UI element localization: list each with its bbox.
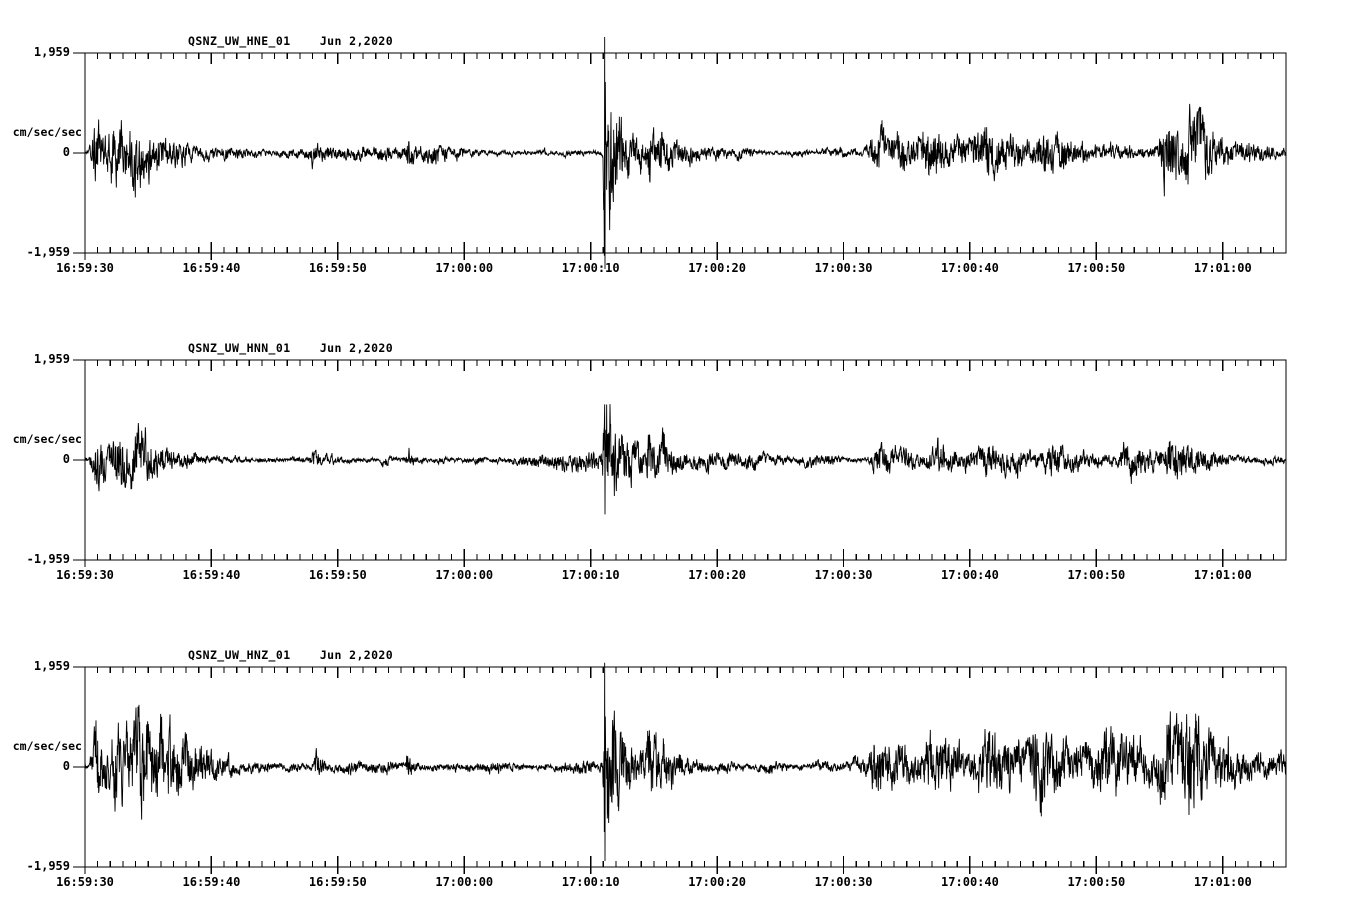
plot-area — [73, 36, 1287, 270]
panel-title: QSNZ_UW_HNZ_01 Jun 2,2020 — [188, 648, 394, 662]
y-axis-units-label: cm/sec/sec — [12, 125, 82, 139]
x-axis-tick-label: 17:00:00 — [435, 261, 494, 275]
x-axis-tick-label: 17:00:20 — [688, 261, 746, 275]
y-axis-zero-label: 0 — [62, 452, 70, 466]
y-axis-max-label: 1,959 — [33, 45, 70, 59]
waveform-trace — [84, 404, 1287, 515]
x-axis-tick-label: 17:01:00 — [1193, 568, 1252, 582]
x-axis-tick-label: 17:00:00 — [435, 568, 494, 582]
x-axis-tick-label: 16:59:40 — [182, 568, 241, 582]
x-axis-tick-label: 17:00:50 — [1067, 568, 1126, 582]
y-axis-max-label: 1,959 — [33, 659, 70, 673]
waveform-trace — [84, 36, 1287, 270]
y-axis-zero-label: 0 — [62, 145, 70, 159]
y-axis-units-label: cm/sec/sec — [12, 739, 82, 753]
x-axis-tick-label: 16:59:40 — [182, 261, 241, 275]
x-axis-tick-label: 17:00:40 — [941, 261, 999, 275]
x-axis-tick-label: 17:00:30 — [814, 261, 873, 275]
y-axis-units-label: cm/sec/sec — [12, 432, 82, 446]
y-axis-min-label: -1,959 — [26, 245, 70, 259]
x-axis-tick-label: 17:00:30 — [814, 568, 873, 582]
axis-ticks — [73, 359, 1274, 567]
x-axis-tick-label: 16:59:30 — [56, 261, 114, 275]
x-axis-tick-label: 17:01:00 — [1193, 261, 1252, 275]
waveform-trace — [84, 662, 1287, 862]
y-axis-max-label: 1,959 — [33, 352, 70, 366]
panel-title: QSNZ_UW_HNE_01 Jun 2,2020 — [188, 34, 394, 48]
x-axis-tick-label: 16:59:30 — [56, 875, 114, 889]
x-axis-tick-label: 17:01:00 — [1193, 875, 1252, 889]
x-axis-tick-label: 17:00:10 — [561, 568, 620, 582]
x-axis-tick-label: 16:59:50 — [308, 875, 367, 889]
plot-area — [73, 662, 1287, 874]
y-axis-zero-label: 0 — [62, 759, 70, 773]
x-axis-tick-label: 17:00:10 — [561, 875, 620, 889]
x-axis-tick-label: 17:00:40 — [941, 568, 999, 582]
y-axis-min-label: -1,959 — [26, 552, 70, 566]
x-axis-tick-label: 16:59:50 — [308, 568, 367, 582]
x-axis-tick-label: 16:59:50 — [308, 261, 367, 275]
axis-ticks — [73, 666, 1274, 874]
x-axis-tick-label: 17:00:30 — [814, 875, 873, 889]
x-axis-tick-label: 16:59:30 — [56, 568, 114, 582]
x-axis-tick-label: 16:59:40 — [182, 875, 241, 889]
x-axis-tick-label: 17:00:20 — [688, 875, 746, 889]
panel-title: QSNZ_UW_HNN_01 Jun 2,2020 — [188, 341, 394, 355]
axis-ticks — [73, 52, 1274, 260]
x-axis-tick-label: 17:00:20 — [688, 568, 746, 582]
y-axis-min-label: -1,959 — [26, 859, 70, 873]
x-axis-tick-label: 17:00:50 — [1067, 261, 1126, 275]
plot-area — [73, 359, 1287, 567]
x-axis-tick-label: 17:00:00 — [435, 875, 494, 889]
x-axis-tick-label: 17:00:50 — [1067, 875, 1126, 889]
x-axis-tick-label: 17:00:40 — [941, 875, 999, 889]
